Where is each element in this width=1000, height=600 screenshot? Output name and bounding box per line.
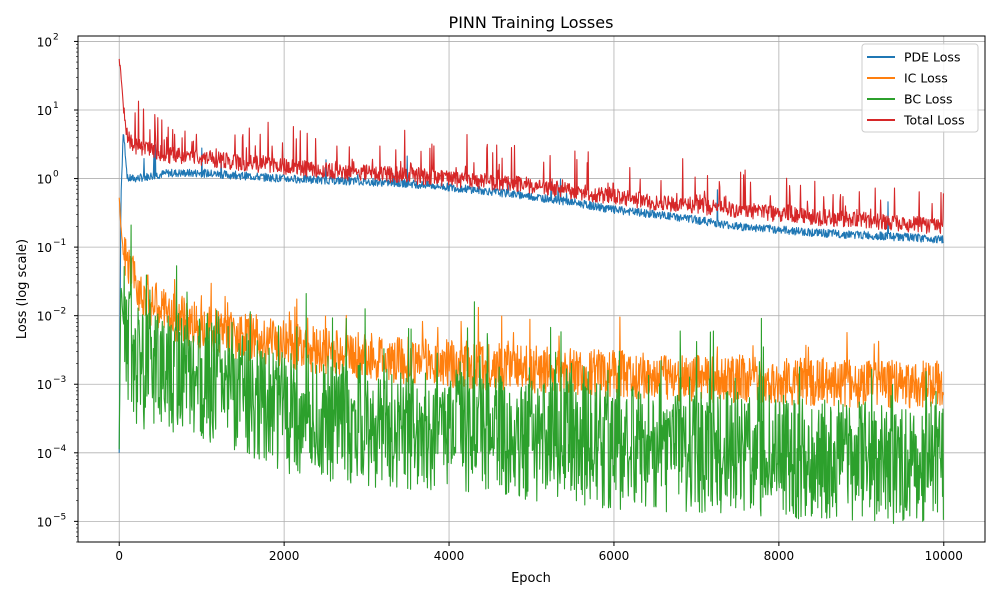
y-tick-label: 10 [37, 241, 52, 255]
series-line-total-loss [118, 58, 944, 234]
legend-label-ic-loss: IC Loss [904, 71, 948, 86]
x-tick-label: 6000 [599, 549, 630, 563]
y-tick-exponent: −5 [53, 512, 66, 522]
y-tick-label: 10 [37, 378, 52, 392]
x-axis-label: Epoch [511, 571, 551, 586]
plot-frame [77, 35, 986, 543]
y-tick-exponent: −4 [53, 444, 67, 454]
legend-label-total-loss: Total Loss [903, 113, 965, 128]
legend: PDE Loss IC Loss BC Loss Total Loss [861, 43, 979, 133]
y-tick-label: 10 [37, 104, 52, 118]
y-tick-label: 10 [37, 35, 52, 49]
y-tick-exponent: −2 [53, 307, 66, 317]
x-axis: 0 2000 4000 6000 8000 10000 [115, 542, 963, 563]
y-tick-exponent: 0 [53, 170, 59, 180]
y-axis-label: Loss (log scale) [15, 239, 30, 339]
legend-label-bc-loss: BC Loss [904, 92, 952, 107]
series-layer [118, 58, 944, 524]
y-tick-exponent: −1 [53, 238, 66, 248]
y-tick-label: 10 [37, 173, 52, 187]
x-tick-label: 2000 [269, 549, 300, 563]
legend-label-pde-loss: PDE Loss [904, 50, 960, 65]
series-line-pde-loss [118, 134, 944, 453]
legend-box [861, 43, 979, 133]
series-line-bc-loss [118, 224, 944, 524]
x-tick-label: 4000 [434, 549, 465, 563]
y-tick-label: 10 [37, 310, 52, 324]
y-tick-exponent: 2 [53, 32, 59, 42]
y-tick-exponent: −3 [53, 375, 66, 385]
y-tick-exponent: 1 [53, 101, 59, 111]
y-tick-label: 10 [37, 515, 52, 529]
x-tick-label: 0 [115, 549, 123, 563]
x-tick-label: 8000 [764, 549, 795, 563]
y-tick-label: 10 [37, 447, 52, 461]
chart-title: PINN Training Losses [449, 13, 614, 32]
x-tick-label: 10000 [925, 549, 963, 563]
